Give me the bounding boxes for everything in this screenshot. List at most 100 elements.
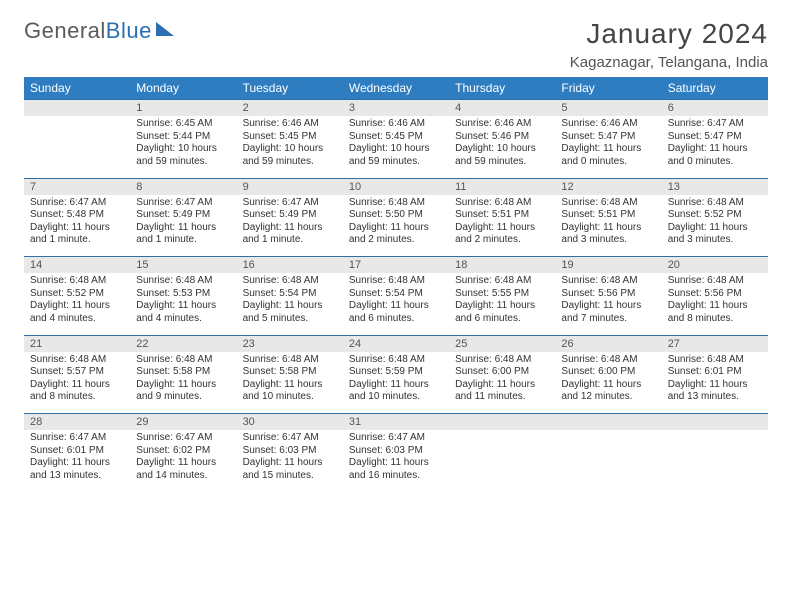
daylight-text: Daylight: 11 hours and 14 minutes.: [136, 457, 230, 482]
sunset-text: Sunset: 5:52 PM: [668, 209, 762, 222]
info-row: Sunrise: 6:47 AMSunset: 5:48 PMDaylight:…: [24, 195, 768, 257]
day-info: Sunrise: 6:48 AMSunset: 6:00 PMDaylight:…: [449, 352, 555, 414]
daylight-text: Daylight: 10 hours and 59 minutes.: [136, 143, 230, 168]
daylight-text: Daylight: 11 hours and 16 minutes.: [349, 457, 443, 482]
day-info: Sunrise: 6:48 AMSunset: 5:55 PMDaylight:…: [449, 273, 555, 335]
day-number: [555, 414, 661, 431]
sunset-text: Sunset: 5:49 PM: [136, 209, 230, 222]
sunset-text: Sunset: 5:58 PM: [136, 366, 230, 379]
sunrise-text: Sunrise: 6:45 AM: [136, 118, 230, 131]
day-number: 20: [662, 257, 768, 274]
daynum-row: 14151617181920: [24, 257, 768, 274]
daylight-text: Daylight: 11 hours and 15 minutes.: [243, 457, 337, 482]
day-info: Sunrise: 6:45 AMSunset: 5:44 PMDaylight:…: [130, 116, 236, 178]
day-info: Sunrise: 6:48 AMSunset: 5:52 PMDaylight:…: [24, 273, 130, 335]
sunrise-text: Sunrise: 6:48 AM: [455, 275, 549, 288]
day-header: Friday: [555, 77, 661, 100]
day-info: Sunrise: 6:46 AMSunset: 5:45 PMDaylight:…: [237, 116, 343, 178]
sunset-text: Sunset: 5:47 PM: [561, 131, 655, 144]
day-number: [662, 414, 768, 431]
day-number: 22: [130, 335, 236, 352]
daylight-text: Daylight: 11 hours and 5 minutes.: [243, 300, 337, 325]
day-number: 25: [449, 335, 555, 352]
daylight-text: Daylight: 11 hours and 9 minutes.: [136, 379, 230, 404]
daynum-row: 78910111213: [24, 178, 768, 195]
sunset-text: Sunset: 5:47 PM: [668, 131, 762, 144]
day-number: 10: [343, 178, 449, 195]
sunrise-text: Sunrise: 6:48 AM: [668, 197, 762, 210]
brand-logo: GeneralBlue: [24, 18, 174, 44]
info-row: Sunrise: 6:48 AM Sunset: 5:52 PM Daylight:…: [24, 273, 768, 335]
daylight-text: Daylight: 11 hours and 1 minute.: [243, 222, 337, 247]
sunrise-text: Sunrise: 6:47 AM: [243, 432, 337, 445]
day-number: 21: [24, 335, 130, 352]
day-number: 1: [130, 100, 236, 117]
day-info: Sunrise: 6:47 AMSunset: 5:49 PMDaylight:…: [237, 195, 343, 257]
day-number: 23: [237, 335, 343, 352]
daylight-text: Daylight: 11 hours and 7 minutes.: [561, 300, 655, 325]
sunrise-text: Sunrise: 6:48 AM: [561, 197, 655, 210]
daylight-text: Daylight: 11 hours and 1 minute.: [30, 222, 124, 247]
sunrise-text: Sunrise: 6:48 AM: [136, 275, 230, 288]
daylight-text: Daylight: 11 hours and 3 minutes.: [668, 222, 762, 247]
day-number: 7: [24, 178, 130, 195]
day-info: Sunrise: 6:47 AMSunset: 6:01 PMDaylight:…: [24, 430, 130, 492]
day-info: [449, 430, 555, 492]
day-header: Tuesday: [237, 77, 343, 100]
day-number: 4: [449, 100, 555, 117]
day-info: Sunrise: 6:48 AMSunset: 5:54 PMDaylight:…: [237, 273, 343, 335]
brand-part1: General: [24, 18, 106, 44]
sunrise-text: Sunrise: 6:48 AM: [668, 354, 762, 367]
day-number: 16: [237, 257, 343, 274]
day-info: Sunrise: 6:48 AMSunset: 6:01 PMDaylight:…: [662, 352, 768, 414]
day-info: Sunrise: 6:48 AMSunset: 5:50 PMDaylight:…: [343, 195, 449, 257]
day-number: 24: [343, 335, 449, 352]
daynum-row: 123456: [24, 100, 768, 117]
sunset-text: Sunset: 5:54 PM: [349, 288, 443, 301]
daylight-text: Daylight: 11 hours and 11 minutes.: [455, 379, 549, 404]
location-text: Kagaznagar, Telangana, India: [570, 54, 768, 71]
daylight-text: Daylight: 10 hours and 59 minutes.: [349, 143, 443, 168]
page-header: GeneralBlue January 2024 Kagaznagar, Tel…: [24, 18, 768, 71]
info-row: Sunrise: 6:47 AMSunset: 6:01 PMDaylight:…: [24, 430, 768, 492]
day-info: Sunrise: 6:48 AMSunset: 6:00 PMDaylight:…: [555, 352, 661, 414]
day-header: Monday: [130, 77, 236, 100]
day-info: Sunrise: 6:48 AMSunset: 5:52 PMDaylight:…: [662, 195, 768, 257]
sunset-text: Sunset: 5:51 PM: [561, 209, 655, 222]
sunrise-text: Sunrise: 6:46 AM: [243, 118, 337, 131]
day-info: Sunrise: 6:47 AMSunset: 6:03 PMDaylight:…: [343, 430, 449, 492]
day-number: 9: [237, 178, 343, 195]
sunrise-text: Sunrise: 6:47 AM: [243, 197, 337, 210]
day-header: Thursday: [449, 77, 555, 100]
sunrise-text: Sunrise: 6:47 AM: [136, 432, 230, 445]
sunset-text: Sunset: 5:52 PM: [30, 288, 124, 301]
sunrise-text: Sunrise: 6:48 AM: [561, 354, 655, 367]
daylight-text: Daylight: 11 hours and 3 minutes.: [561, 222, 655, 247]
day-number: 12: [555, 178, 661, 195]
sunset-text: Sunset: 6:00 PM: [561, 366, 655, 379]
day-number: [24, 100, 130, 117]
sunrise-text: Sunrise: 6:48 AM: [243, 275, 337, 288]
day-info: Sunrise: 6:47 AMSunset: 5:49 PMDaylight:…: [130, 195, 236, 257]
daylight-text: Daylight: 11 hours and 0 minutes.: [561, 143, 655, 168]
day-number: 29: [130, 414, 236, 431]
day-number: 14: [24, 257, 130, 274]
daylight-text: Daylight: 11 hours and 13 minutes.: [668, 379, 762, 404]
day-number: 2: [237, 100, 343, 117]
calendar-page: GeneralBlue January 2024 Kagaznagar, Tel…: [0, 0, 792, 502]
day-info: Sunrise: 6:48 AMSunset: 5:57 PMDaylight:…: [24, 352, 130, 414]
daylight-text: Daylight: 11 hours and 10 minutes.: [243, 379, 337, 404]
day-number: 27: [662, 335, 768, 352]
sunset-text: Sunset: 5:53 PM: [136, 288, 230, 301]
daylight-text: Daylight: 11 hours and 2 minutes.: [455, 222, 549, 247]
sunset-text: Sunset: 5:55 PM: [455, 288, 549, 301]
day-info: [555, 430, 661, 492]
daylight-text: Daylight: 11 hours and 8 minutes.: [30, 379, 124, 404]
day-info: Sunrise: 6:48 AMSunset: 5:56 PMDaylight:…: [555, 273, 661, 335]
sunset-text: Sunset: 5:54 PM: [243, 288, 337, 301]
sunrise-text: Sunrise: 6:48 AM: [349, 354, 443, 367]
sunset-text: Sunset: 6:03 PM: [243, 445, 337, 458]
day-info: Sunrise: 6:48 AMSunset: 5:59 PMDaylight:…: [343, 352, 449, 414]
daylight-text: Daylight: 11 hours and 8 minutes.: [668, 300, 762, 325]
sunset-text: Sunset: 5:44 PM: [136, 131, 230, 144]
